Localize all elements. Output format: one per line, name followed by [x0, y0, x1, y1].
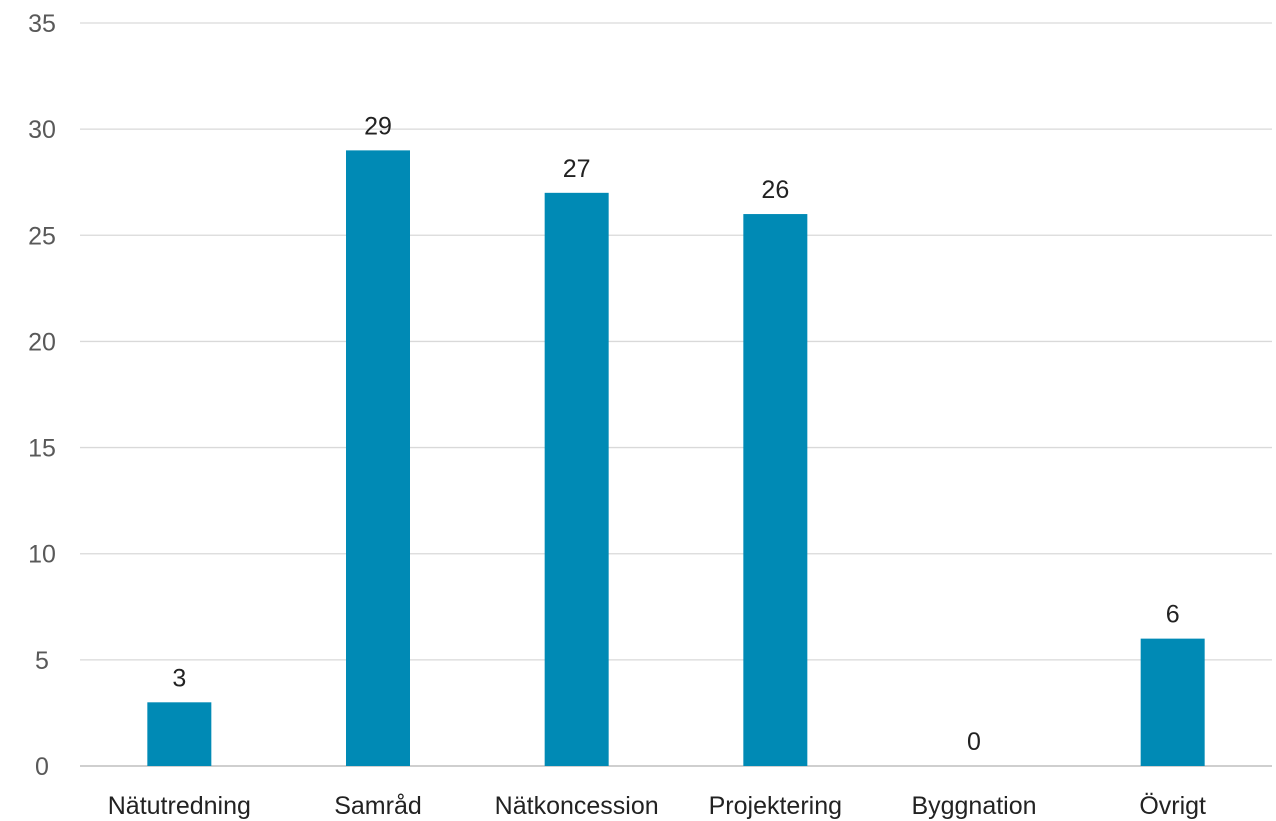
bars — [147, 150, 1205, 767]
data-label: 27 — [563, 155, 591, 183]
x-axis-categories: Nätutredning Samråd Nätkoncession Projekter… — [108, 792, 1206, 820]
x-category-label: Övrigt — [1139, 792, 1206, 820]
x-category-label: Samråd — [334, 792, 422, 820]
data-label: 0 — [967, 728, 981, 756]
data-label: 26 — [761, 176, 789, 204]
y-tick-label: 25 — [28, 222, 56, 250]
x-category-label: Byggnation — [911, 792, 1036, 820]
y-tick-label: 5 — [35, 647, 49, 675]
y-tick-label: 0 — [35, 753, 49, 781]
bar — [346, 150, 410, 766]
data-label: 6 — [1166, 601, 1180, 629]
y-tick-label: 35 — [28, 10, 56, 38]
y-tick-label: 15 — [28, 435, 56, 463]
bar — [1140, 638, 1205, 766]
data-label: 3 — [172, 664, 186, 692]
x-category-label: Nätutredning — [108, 792, 251, 820]
y-tick-label: 20 — [28, 328, 56, 356]
data-labels: 3 29 27 26 0 6 — [172, 112, 1179, 756]
gridlines — [80, 22, 1272, 767]
y-axis-ticks: 0 5 10 15 20 25 30 35 — [28, 10, 56, 781]
y-tick-label: 10 — [28, 541, 56, 569]
bar — [544, 192, 609, 767]
y-tick-label: 30 — [28, 116, 56, 144]
x-category-label: Nätkoncession — [495, 792, 659, 820]
x-category-label: Projektering — [709, 792, 842, 820]
bar — [743, 214, 808, 767]
bar — [147, 702, 212, 766]
data-label: 29 — [364, 112, 392, 140]
